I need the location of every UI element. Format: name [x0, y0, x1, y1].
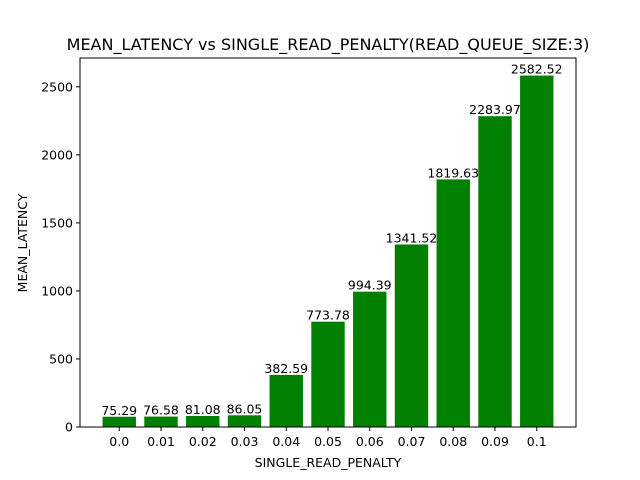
data-label-0.04: 382.59 — [264, 361, 308, 376]
bar-0.06 — [353, 291, 387, 427]
bar-0.04 — [269, 374, 303, 427]
data-label-0.09: 2283.97 — [469, 102, 521, 117]
x-tick-label: 0.02 — [189, 434, 217, 449]
data-label-0.1: 2582.52 — [511, 62, 563, 77]
x-axis-label: SINGLE_READ_PENALTY — [255, 455, 402, 470]
data-label-0.02: 81.08 — [185, 402, 221, 417]
x-tick-label: 0.04 — [272, 434, 300, 449]
x-tick-label: 0.06 — [356, 434, 384, 449]
y-axis-ticks: 0 500 1000 1500 2000 2500 — [41, 79, 80, 435]
bar-0.05 — [311, 321, 345, 427]
x-axis-ticks: 0.0 0.01 0.02 0.03 0.04 0.05 0.06 0.07 0.08 0.09 0… — [109, 427, 547, 449]
plot-frame — [79, 57, 577, 428]
data-label-0.07: 1341.52 — [386, 230, 438, 245]
chart-title: MEAN_LATENCY vs SINGLE_READ_PENALTY(READ… — [67, 35, 590, 55]
x-tick-label: 0.08 — [439, 434, 467, 449]
data-labels-group: 75.29 76.58 81.08 86.05 382.59 773.78 994.39 13… — [101, 62, 562, 418]
x-tick-label: 0.09 — [481, 434, 509, 449]
bars-group — [102, 75, 554, 427]
x-tick-label: 0.1 — [527, 434, 547, 449]
x-tick-label: 0.0 — [109, 434, 129, 449]
x-tick-label: 0.05 — [314, 434, 342, 449]
bar-0.08 — [436, 179, 470, 427]
data-label-0.06: 994.39 — [348, 278, 392, 293]
y-tick-label: 2500 — [41, 79, 73, 94]
y-axis-label: MEAN_LATENCY — [15, 193, 30, 292]
y-tick-label: 1000 — [41, 283, 73, 298]
bar-0.09 — [478, 116, 512, 427]
bar-0.03 — [227, 415, 262, 427]
bar-0.02 — [186, 415, 220, 427]
bar-0.01 — [144, 416, 178, 427]
data-label-0.01: 76.58 — [143, 403, 179, 418]
y-tick-label: 2000 — [41, 147, 73, 162]
bar-0.0 — [102, 416, 136, 427]
data-label-0.05: 773.78 — [306, 308, 350, 323]
x-tick-label: 0.03 — [231, 434, 259, 449]
bar-0.1 — [520, 75, 554, 427]
y-tick-label: 500 — [49, 351, 73, 366]
data-label-0.08: 1819.63 — [427, 165, 479, 180]
data-label-0.03: 86.05 — [227, 401, 263, 416]
x-tick-label: 0.07 — [398, 434, 426, 449]
data-label-0.0: 75.29 — [101, 403, 137, 418]
x-tick-label: 0.01 — [147, 434, 175, 449]
y-tick-label: 0 — [65, 420, 73, 435]
y-tick-label: 1500 — [41, 215, 73, 230]
bar-0.07 — [394, 244, 429, 427]
